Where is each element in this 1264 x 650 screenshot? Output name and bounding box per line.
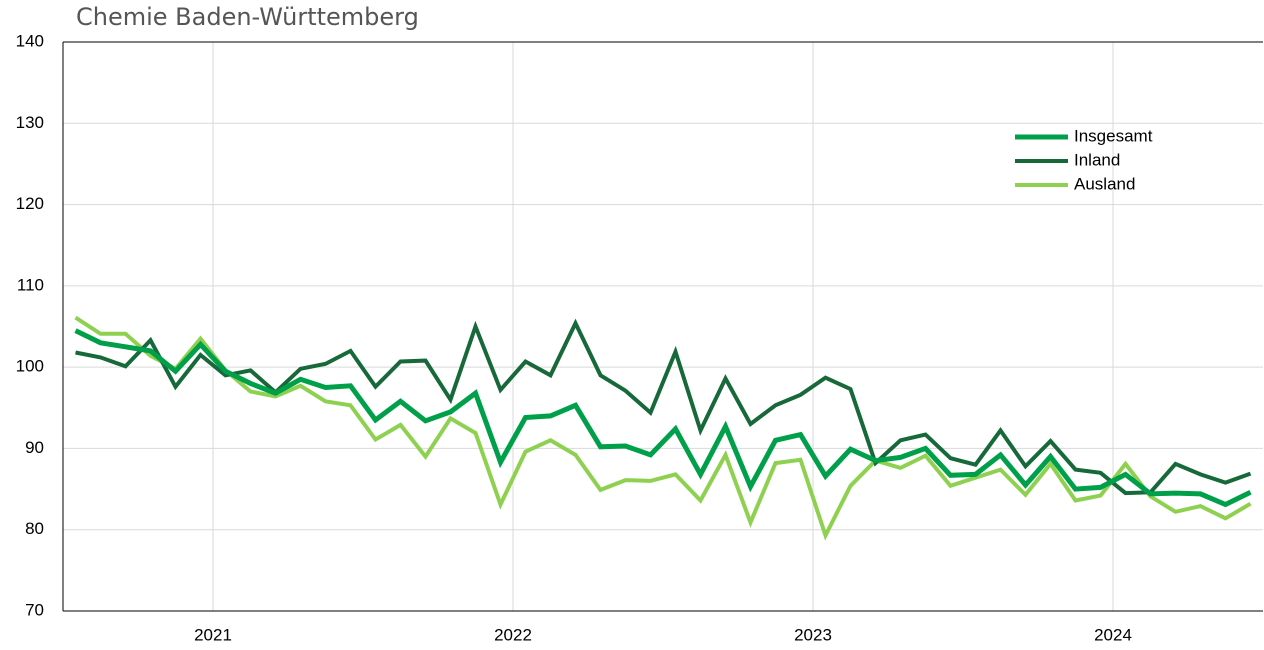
y-tick-label: 140 xyxy=(16,31,44,50)
y-tick-label: 90 xyxy=(25,438,44,457)
x-tick-label: 2022 xyxy=(494,625,532,644)
series-line xyxy=(74,328,1252,508)
legend-label: Inland xyxy=(1074,150,1120,169)
chart-title: Chemie Baden-Württemberg xyxy=(76,3,419,31)
x-tick-label: 2021 xyxy=(194,625,232,644)
legend-label: Insgesamt xyxy=(1074,126,1153,145)
x-tick-label: 2023 xyxy=(794,625,832,644)
y-tick-label: 100 xyxy=(16,357,44,376)
series-line xyxy=(75,318,1252,496)
y-tick-label: 110 xyxy=(17,275,44,294)
y-tick-label: 70 xyxy=(25,600,44,619)
y-tick-label: 80 xyxy=(25,519,44,538)
y-tick-label: 130 xyxy=(16,113,44,132)
series-line xyxy=(74,315,1252,541)
y-tick-label: 120 xyxy=(16,194,44,213)
x-tick-label: 2024 xyxy=(1094,625,1132,644)
legend-label: Ausland xyxy=(1074,174,1135,193)
